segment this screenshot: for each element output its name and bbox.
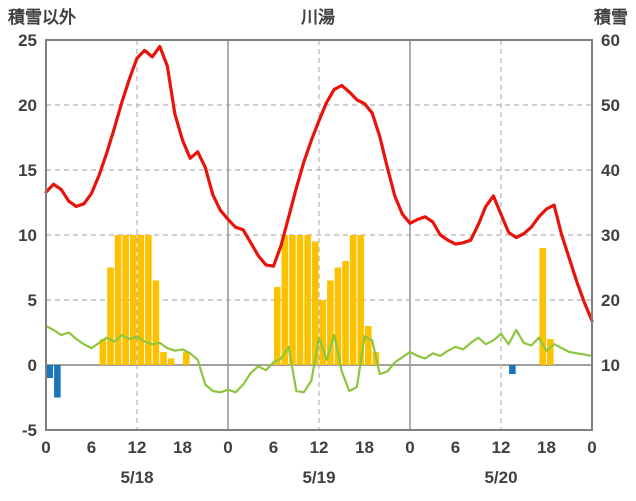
orange-bars bbox=[129, 235, 137, 365]
left-axis-tick-label: 5 bbox=[28, 291, 37, 310]
orange-bars bbox=[342, 261, 349, 365]
orange-bars bbox=[107, 267, 114, 365]
right-axis-tick-label: 10 bbox=[601, 356, 620, 375]
orange-bars bbox=[334, 267, 342, 365]
orange-bars bbox=[296, 235, 304, 365]
date-label: 5/19 bbox=[302, 468, 335, 487]
right-axis-tick-label: 30 bbox=[601, 226, 620, 245]
right-axis-tick-label: 60 bbox=[601, 31, 620, 50]
x-axis-tick-label: 6 bbox=[269, 438, 278, 457]
chart-title: 川湯 bbox=[300, 8, 335, 27]
left-axis-title: 積雪以外 bbox=[8, 7, 76, 27]
orange-bars bbox=[99, 339, 107, 365]
left-axis-tick-label: 20 bbox=[18, 96, 37, 115]
orange-bars bbox=[304, 235, 311, 365]
x-axis-tick-label: 6 bbox=[451, 438, 460, 457]
x-axis-tick-label: 12 bbox=[310, 438, 329, 457]
x-axis-tick-label: 18 bbox=[537, 438, 556, 457]
orange-bars bbox=[357, 235, 364, 365]
blue-bars bbox=[46, 365, 54, 378]
right-axis-tick-label: 40 bbox=[601, 161, 620, 180]
blue-bars bbox=[509, 365, 516, 375]
orange-bars bbox=[311, 241, 319, 365]
orange-bars bbox=[274, 287, 281, 365]
green-line bbox=[44, 324, 594, 394]
orange-bars bbox=[281, 235, 289, 365]
orange-bars bbox=[114, 235, 122, 365]
orange-bars bbox=[365, 326, 372, 365]
orange-bars bbox=[145, 235, 152, 365]
orange-bars bbox=[137, 235, 145, 365]
x-axis-tick-label: 0 bbox=[41, 438, 50, 457]
x-axis-tick-label: 6 bbox=[87, 438, 96, 457]
right-axis-title: 積雪 bbox=[594, 7, 628, 27]
orange-bars bbox=[183, 352, 190, 365]
orange-bars bbox=[349, 235, 357, 365]
x-axis-tick-label: 12 bbox=[492, 438, 511, 457]
orange-bars bbox=[539, 248, 546, 365]
red-line bbox=[44, 44, 594, 323]
x-axis-tick-label: 0 bbox=[587, 438, 596, 457]
orange-bars bbox=[289, 235, 296, 365]
left-axis-tick-label: -5 bbox=[22, 421, 37, 440]
right-axis-tick-label: 50 bbox=[601, 96, 620, 115]
orange-bars bbox=[319, 300, 327, 365]
orange-bars bbox=[160, 352, 167, 365]
x-axis-tick-label: 12 bbox=[128, 438, 147, 457]
orange-bars bbox=[547, 339, 554, 365]
left-axis-tick-label: 10 bbox=[18, 226, 37, 245]
date-label: 5/20 bbox=[484, 468, 517, 487]
orange-bars bbox=[122, 235, 129, 365]
left-axis-tick-label: 25 bbox=[18, 31, 37, 50]
blue-bars bbox=[54, 365, 61, 398]
x-axis-tick-label: 0 bbox=[223, 438, 232, 457]
x-axis-tick-label: 18 bbox=[173, 438, 192, 457]
orange-bars bbox=[152, 280, 160, 365]
plot-frame bbox=[45, 39, 593, 431]
x-axis-tick-label: 0 bbox=[405, 438, 414, 457]
date-label: 5/18 bbox=[120, 468, 153, 487]
orange-bars bbox=[167, 358, 175, 365]
left-axis-tick-label: 0 bbox=[28, 356, 37, 375]
right-axis-tick-label: 20 bbox=[601, 291, 620, 310]
orange-bars bbox=[327, 280, 334, 365]
x-axis-tick-label: 18 bbox=[355, 438, 374, 457]
left-axis-tick-label: 15 bbox=[18, 161, 37, 180]
